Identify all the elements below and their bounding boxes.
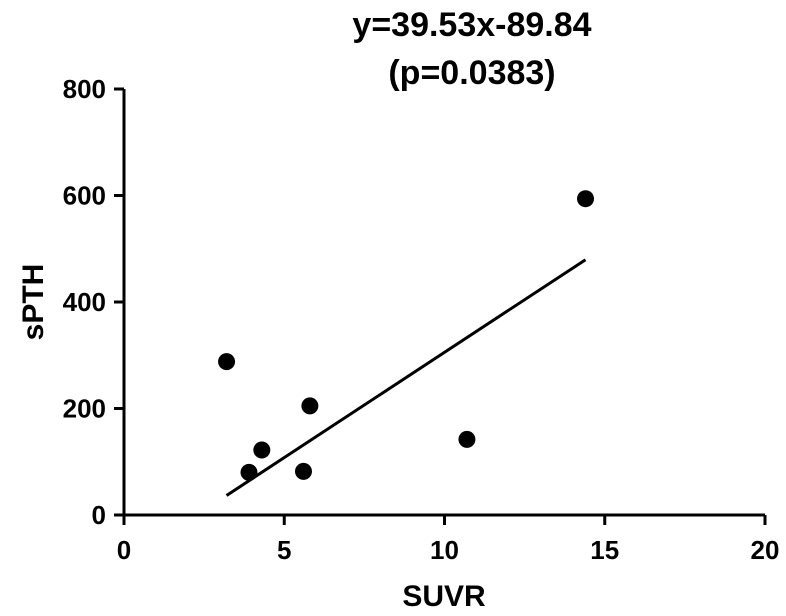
data-point (253, 441, 271, 459)
y-axis-ticks: 0 200 400 600 800 (63, 74, 124, 530)
data-points (218, 190, 595, 481)
data-point (240, 463, 258, 481)
axes (122, 89, 765, 517)
regression-line-group (225, 258, 587, 497)
data-point (458, 430, 476, 448)
data-point (301, 397, 319, 415)
x-tick-label: 5 (277, 535, 291, 565)
x-tick-label: 15 (590, 535, 619, 565)
chart-title: y=39.53x-89.84 (352, 6, 591, 44)
x-axis-ticks: 0 5 10 15 20 (117, 515, 780, 565)
x-tick-label: 20 (751, 535, 780, 565)
data-point (294, 462, 312, 480)
x-tick-label: 0 (117, 535, 131, 565)
x-tick-label: 10 (430, 535, 459, 565)
chart-subtitle: (p=0.0383) (388, 54, 555, 92)
y-tick-label: 200 (63, 394, 106, 424)
y-tick-label: 400 (63, 287, 106, 317)
y-tick-label: 0 (92, 500, 106, 530)
y-tick-label: 800 (63, 74, 106, 104)
data-point (218, 353, 236, 371)
data-point (577, 190, 595, 208)
regression-line (225, 258, 587, 497)
y-axis-label: sPTH (17, 264, 50, 341)
y-tick-label: 600 (63, 181, 106, 211)
x-axis-label: SUVR (402, 580, 486, 613)
